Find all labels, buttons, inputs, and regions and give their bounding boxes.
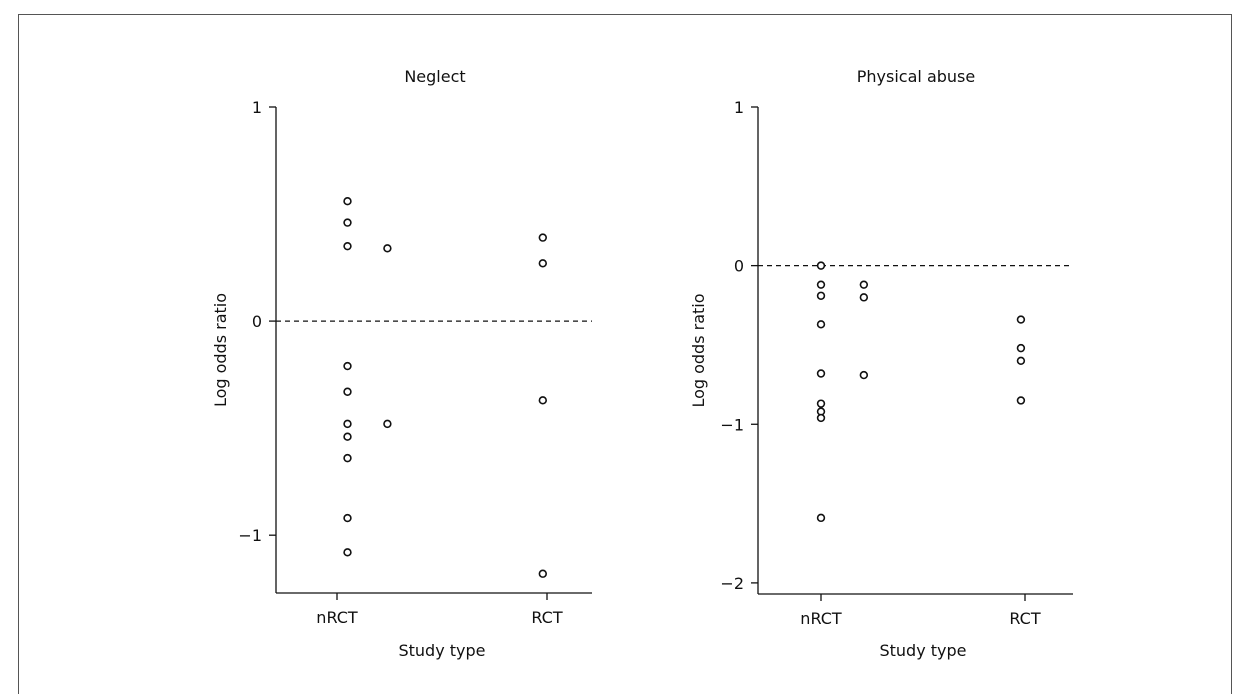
data-point: [1016, 315, 1026, 324]
chart-panel-1: Neglect 1 0 −1 nRCT RCT Study type Log odds rat…: [211, 67, 592, 660]
data-point: [816, 320, 826, 329]
x-tick-label: nRCT: [800, 609, 842, 628]
data-point: [538, 259, 547, 268]
data-point: [538, 233, 547, 242]
data-point: [343, 548, 352, 557]
data-point: [1016, 343, 1026, 353]
x-tick-label: RCT: [531, 608, 562, 627]
data-point: [383, 244, 392, 253]
data-point: [816, 413, 826, 423]
data-point: [343, 218, 352, 227]
chart-title: Neglect: [404, 67, 465, 86]
y-tick-label: 0: [734, 257, 744, 276]
chart-title: Physical abuse: [857, 67, 975, 86]
data-point: [816, 291, 826, 300]
data-point: [1016, 396, 1026, 405]
y-tick-label: 1: [252, 98, 262, 117]
chart-canvas: Neglect 1 0 −1 nRCT RCT Study type Log odds rat…: [211, 67, 1073, 660]
data-point: [343, 432, 352, 441]
y-tick-label: −1: [720, 415, 744, 434]
data-point: [343, 361, 352, 371]
data-point: [816, 369, 826, 378]
x-axis-label: Study type: [879, 641, 966, 660]
y-axis-label: Log odds ratio: [689, 293, 708, 407]
data-point: [816, 513, 826, 523]
data-point: [859, 293, 869, 302]
data-point: [859, 280, 869, 289]
y-axis-label: Log odds ratio: [211, 293, 230, 407]
data-point: [816, 261, 826, 270]
figure-frame: [18, 14, 1232, 694]
data-point: [538, 569, 547, 578]
data-point: [383, 419, 392, 429]
data-point: [343, 513, 352, 523]
data-point: [343, 419, 352, 429]
y-tick-label: −1: [238, 526, 262, 545]
data-point: [343, 197, 352, 206]
y-tick-label: 0: [252, 312, 262, 331]
x-tick-label: RCT: [1009, 609, 1040, 628]
y-tick-label: 1: [734, 98, 744, 117]
data-point: [343, 387, 352, 396]
data-point: [343, 453, 352, 463]
data-point: [816, 280, 826, 289]
data-point: [538, 396, 547, 405]
data-point: [343, 241, 352, 251]
chart-panel-2: Physical abuse 1 0 −1 −2 nRCT RCT Study type Log…: [689, 67, 1073, 660]
x-tick-label: nRCT: [316, 608, 358, 627]
y-tick-label: −2: [720, 574, 744, 593]
data-point: [859, 370, 869, 380]
data-point: [1016, 356, 1026, 366]
data-point: [816, 399, 826, 408]
x-axis-label: Study type: [398, 641, 485, 660]
